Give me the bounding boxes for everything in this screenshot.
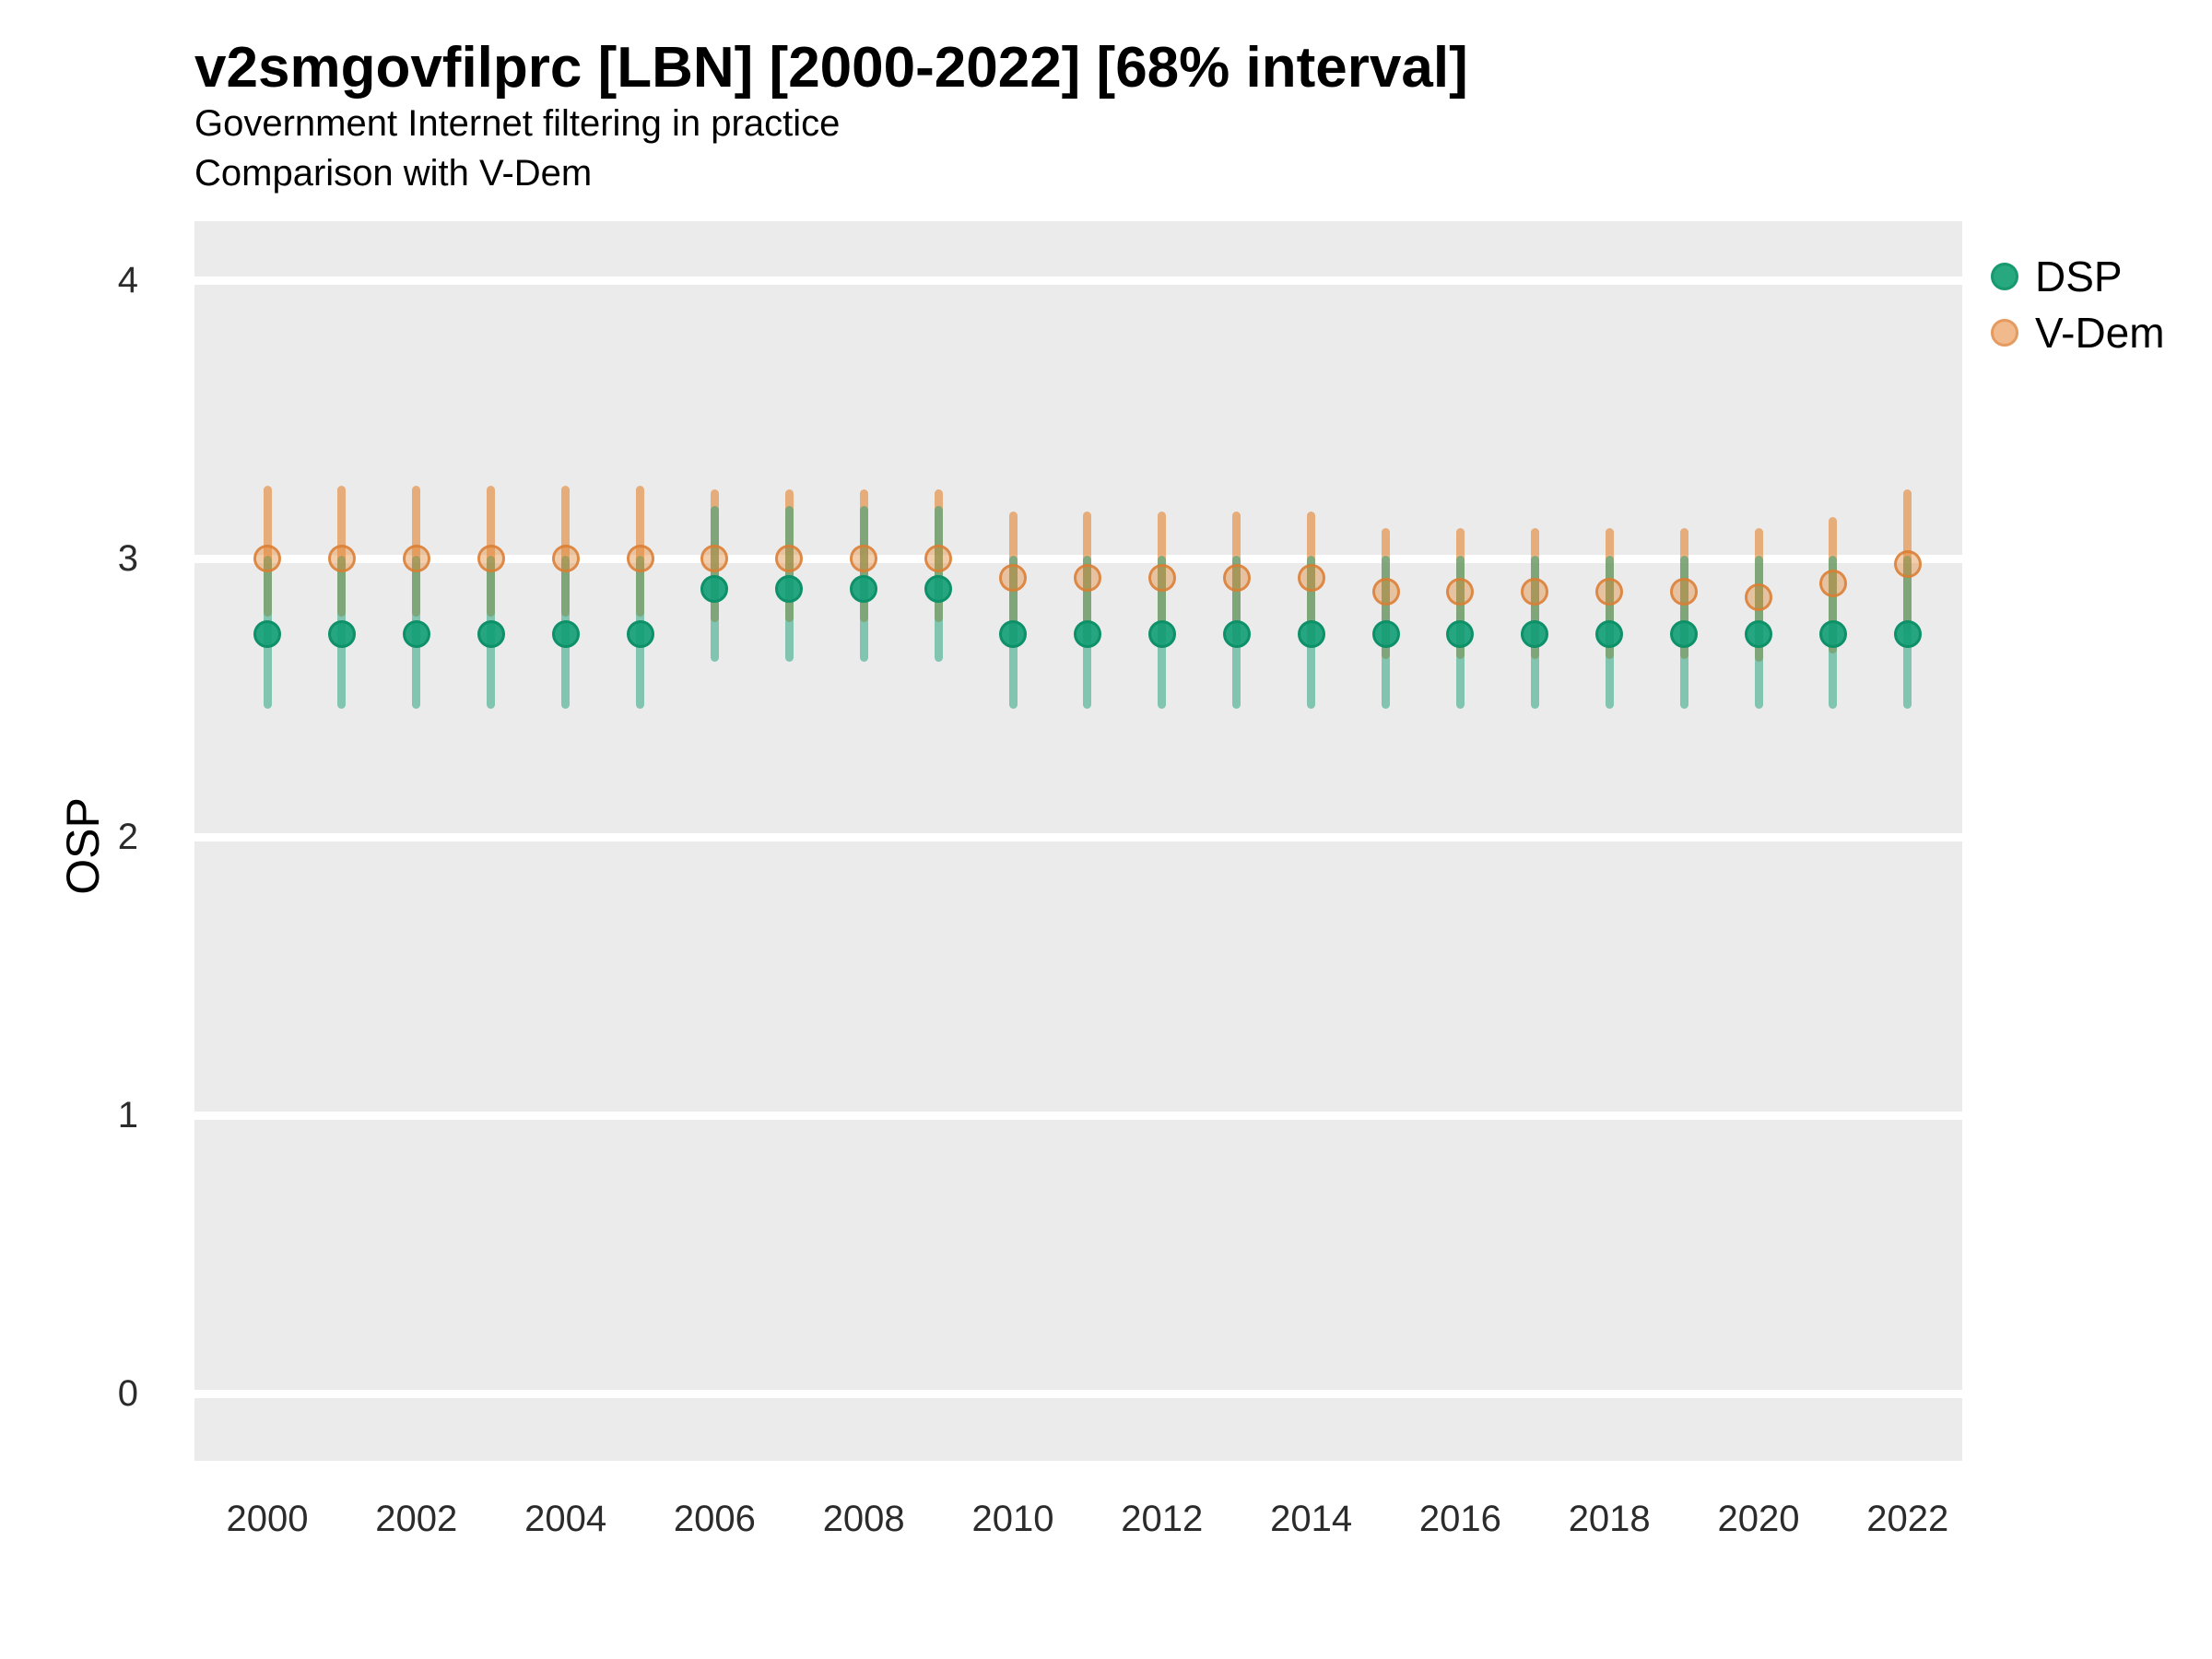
gridline-y-1: [194, 1111, 1962, 1120]
y-tick-label: 0: [117, 1373, 138, 1414]
dsp-point: [850, 575, 878, 604]
vdem-point: [1670, 578, 1699, 606]
x-tick-label: 2004: [524, 1499, 607, 1539]
dsp-point: [924, 575, 953, 604]
y-tick-label: 4: [117, 260, 138, 300]
vdem-point: [626, 545, 654, 572]
gridline-y-3: [194, 554, 1962, 563]
x-tick-label: 2010: [971, 1499, 1054, 1539]
x-tick-label: 2022: [1866, 1499, 1949, 1539]
vdem-point: [1521, 578, 1549, 606]
legend-item-dsp: DSP: [1991, 251, 2165, 301]
vdem-point: [551, 545, 580, 572]
legend: DSP V-Dem: [1991, 251, 2165, 363]
dsp-point: [402, 619, 430, 648]
chart-title: v2smgovfilprc [LBN] [2000-2022] [68% int…: [194, 36, 1468, 100]
x-tick-label: 2012: [1121, 1499, 1204, 1539]
vdem-point: [402, 545, 430, 572]
vdem-point: [1147, 564, 1176, 593]
dsp-point: [253, 619, 281, 648]
y-tick-label: 2: [117, 817, 138, 857]
vdem-point: [1595, 578, 1624, 606]
y-tick-label: 3: [117, 538, 138, 579]
x-tick-label: 2000: [226, 1499, 309, 1539]
dsp-point: [1670, 619, 1699, 648]
dsp-point: [327, 619, 356, 648]
dsp-point: [1745, 619, 1772, 648]
dsp-point: [1073, 619, 1101, 648]
chart-subtitle: Government Internet filtering in practic…: [194, 103, 841, 144]
dsp-point: [1521, 619, 1549, 648]
vdem-point: [1222, 564, 1251, 593]
dsp-point: [1595, 619, 1624, 648]
vdem-point: [850, 545, 878, 572]
legend-marker-dsp-icon: [1991, 262, 2018, 290]
vdem-point: [327, 545, 356, 572]
dsp-point: [1297, 619, 1325, 648]
dsp-point: [626, 619, 654, 648]
vdem-point: [775, 545, 804, 572]
dsp-point: [551, 619, 580, 648]
vdem-point: [1371, 578, 1400, 606]
gridline-y-4: [194, 276, 1962, 285]
vdem-point: [999, 564, 1027, 593]
dsp-point: [999, 619, 1027, 648]
dsp-point: [1893, 619, 1922, 648]
legend-label-dsp: DSP: [2035, 252, 2123, 300]
dsp-point: [1371, 619, 1400, 648]
x-tick-label: 2002: [375, 1499, 458, 1539]
vdem-point: [253, 545, 281, 572]
vdem-point: [477, 545, 505, 572]
x-tick-label: 2018: [1568, 1499, 1651, 1539]
dsp-point: [477, 619, 505, 648]
dsp-point: [1147, 619, 1176, 648]
dsp-point: [1222, 619, 1251, 648]
dsp-point: [700, 575, 729, 604]
x-tick-label: 2006: [673, 1499, 756, 1539]
vdem-point: [1297, 564, 1325, 593]
vdem-point: [1818, 570, 1847, 598]
legend-label-vdem: V-Dem: [2035, 308, 2165, 357]
legend-item-vdem: V-Dem: [1991, 307, 2165, 358]
vdem-point: [700, 545, 729, 572]
x-tick-label: 2014: [1270, 1499, 1353, 1539]
chart-subtitle-comparison: Comparison with V-Dem: [194, 153, 593, 194]
vdem-point: [1446, 578, 1475, 606]
plot-panel: [194, 221, 1962, 1461]
x-tick-label: 2016: [1418, 1499, 1501, 1539]
y-tick-label: 1: [117, 1095, 138, 1135]
dsp-point: [1446, 619, 1475, 648]
legend-marker-vdem-icon: [1991, 318, 2018, 347]
gridline-y-2: [194, 832, 1962, 841]
x-tick-label: 2008: [822, 1499, 905, 1539]
dsp-point: [775, 575, 804, 604]
vdem-point: [924, 545, 953, 572]
dsp-point: [1818, 619, 1847, 648]
vdem-point: [1893, 550, 1922, 579]
x-tick-label: 2020: [1717, 1499, 1800, 1539]
vdem-point: [1745, 583, 1772, 612]
gridline-y-0: [194, 1389, 1962, 1398]
vdem-point: [1073, 564, 1101, 593]
